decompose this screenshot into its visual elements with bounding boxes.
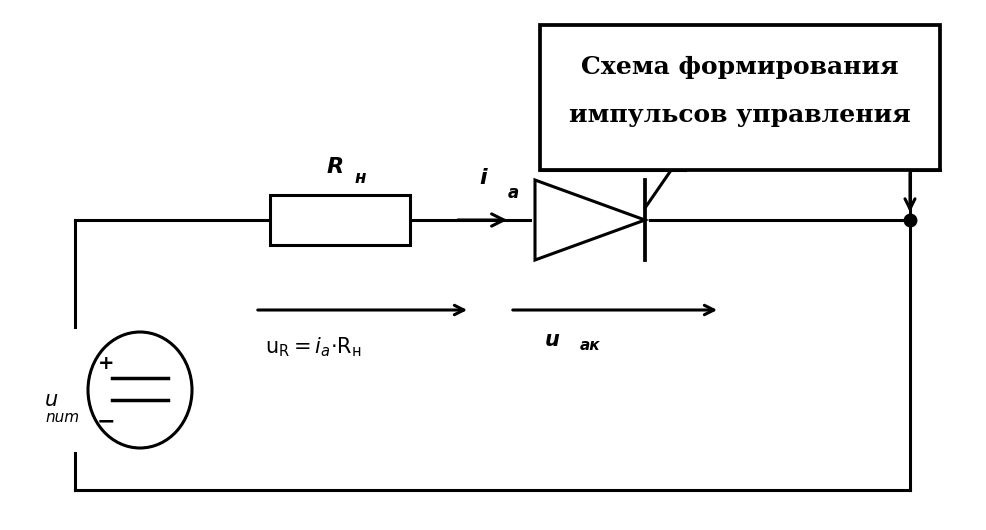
Text: u: u bbox=[703, 93, 718, 113]
Text: u: u bbox=[44, 390, 58, 410]
Text: ак: ак bbox=[580, 338, 600, 353]
Text: i: i bbox=[479, 168, 487, 188]
Text: num: num bbox=[46, 411, 80, 426]
Text: у: у bbox=[655, 106, 666, 124]
Text: −: − bbox=[97, 412, 115, 432]
Text: Схема формирования: Схема формирования bbox=[581, 55, 899, 79]
Text: i: i bbox=[626, 85, 634, 105]
Text: u: u bbox=[545, 330, 560, 350]
Bar bbox=[270, 195, 410, 245]
Text: R: R bbox=[326, 157, 343, 177]
Text: +: + bbox=[98, 355, 114, 374]
Text: ук: ук bbox=[735, 110, 755, 125]
Text: $\mathregular{u_R = }$$\mathit{i_a}$$\mathregular{\cdot R_н}$: $\mathregular{u_R = }$$\mathit{i_a}$$\ma… bbox=[265, 335, 362, 359]
Text: импульсов управления: импульсов управления bbox=[569, 103, 911, 127]
Text: a: a bbox=[508, 184, 519, 202]
Bar bbox=[540, 25, 940, 170]
Text: н: н bbox=[354, 169, 366, 187]
